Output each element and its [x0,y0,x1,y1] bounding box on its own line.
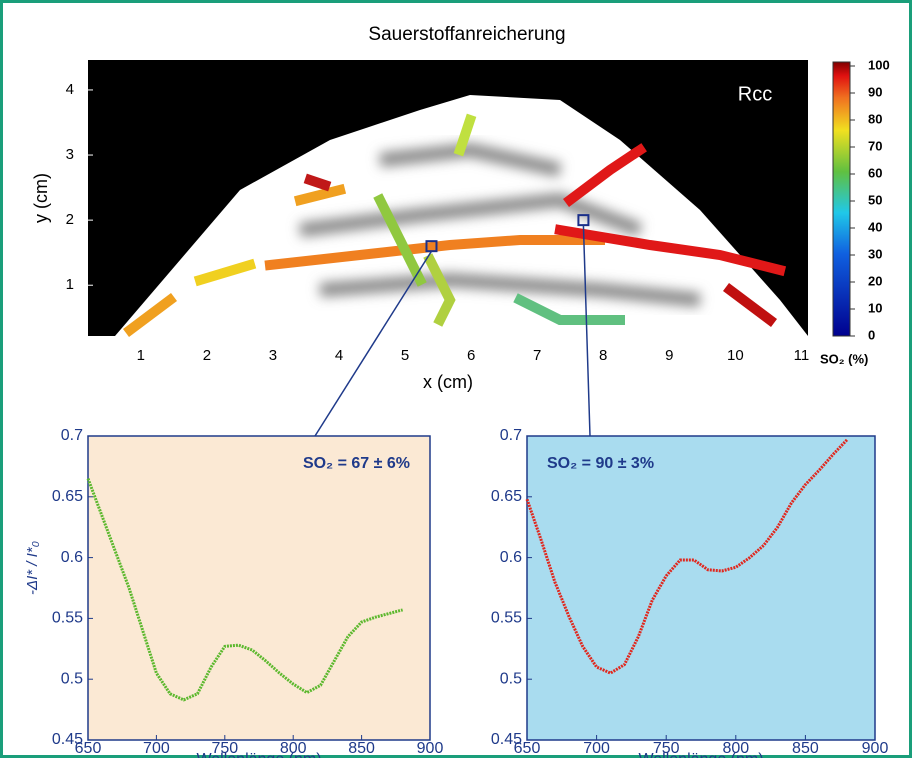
colorbar-tick-label: 70 [868,138,882,153]
x-tick-label: 850 [348,740,375,757]
y-tick-label: 0.45 [491,731,522,748]
y-tick-label: 0.5 [61,670,83,687]
colorbar-tick-label: 30 [868,246,882,261]
x-tick-label: 8 [599,347,607,364]
y-tick-label: 0.5 [500,670,522,687]
x-tick-label: 900 [862,740,889,757]
figure: Sauerstoffanreicherung Rcc x (cm) y (cm)… [0,0,912,758]
y-tick-label: 0.55 [52,610,83,627]
x-axis-title: Wellenlänge (nm) [638,751,763,758]
y-tick-label: 2 [66,211,74,228]
y-axis-title: -ΔI* / I*₀ [24,541,41,595]
y-tick-label: 0.6 [500,549,522,566]
x-tick-label: 900 [417,740,444,757]
colorbar-tick-label: 50 [868,192,882,207]
x-tick-label: 3 [269,347,277,364]
y-tick-label: 0.7 [500,427,522,444]
map-image [88,60,808,336]
y-tick-label: 1 [66,276,74,293]
x-axis-title: x (cm) [423,372,473,392]
annotation: SO₂ = 90 ± 3% [547,455,654,472]
y-tick-label: 0.65 [491,488,522,505]
plot-area [88,436,430,740]
colorbar-label: SO₂ (%) [820,351,868,366]
x-tick-label: 2 [203,347,211,364]
x-tick-label: 6 [467,347,475,364]
colorbar-tick-label: 80 [868,111,882,126]
plot-area [527,436,875,740]
x-tick-label: 11 [794,347,810,364]
x-tick-label: 10 [727,347,744,364]
x-tick-label: 850 [792,740,819,757]
y-tick-label: 0.7 [61,427,83,444]
map-title: Sauerstoffanreicherung [368,24,565,45]
x-tick-label: 7 [533,347,541,364]
x-tick-label: 700 [583,740,610,757]
x-tick-label: 5 [401,347,409,364]
y-tick-label: 3 [66,146,74,163]
y-tick-label: 0.45 [52,731,83,748]
x-tick-label: 700 [143,740,170,757]
colorbar [833,62,850,336]
y-tick-label: 4 [66,81,74,98]
colorbar-tick-label: 20 [868,273,882,288]
x-tick-label: 4 [335,347,343,364]
y-tick-label: 0.55 [491,610,522,627]
colorbar-tick-label: 90 [868,84,882,99]
y-tick-label: 0.65 [52,488,83,505]
map-label: Rcc [738,83,772,105]
colorbar-tick-label: 100 [868,57,890,72]
x-tick-label: 9 [665,347,673,364]
y-tick-label: 0.6 [61,549,83,566]
x-axis-title: Wellenlänge (nm) [196,751,321,758]
colorbar-tick-label: 0 [868,327,875,342]
colorbar-tick-label: 60 [868,165,882,180]
colorbar-tick-label: 40 [868,219,882,234]
colorbar-tick-label: 10 [868,300,882,315]
x-tick-label: 1 [137,347,145,364]
annotation: SO₂ = 67 ± 6% [303,455,410,472]
y-axis-title: y (cm) [31,173,51,223]
